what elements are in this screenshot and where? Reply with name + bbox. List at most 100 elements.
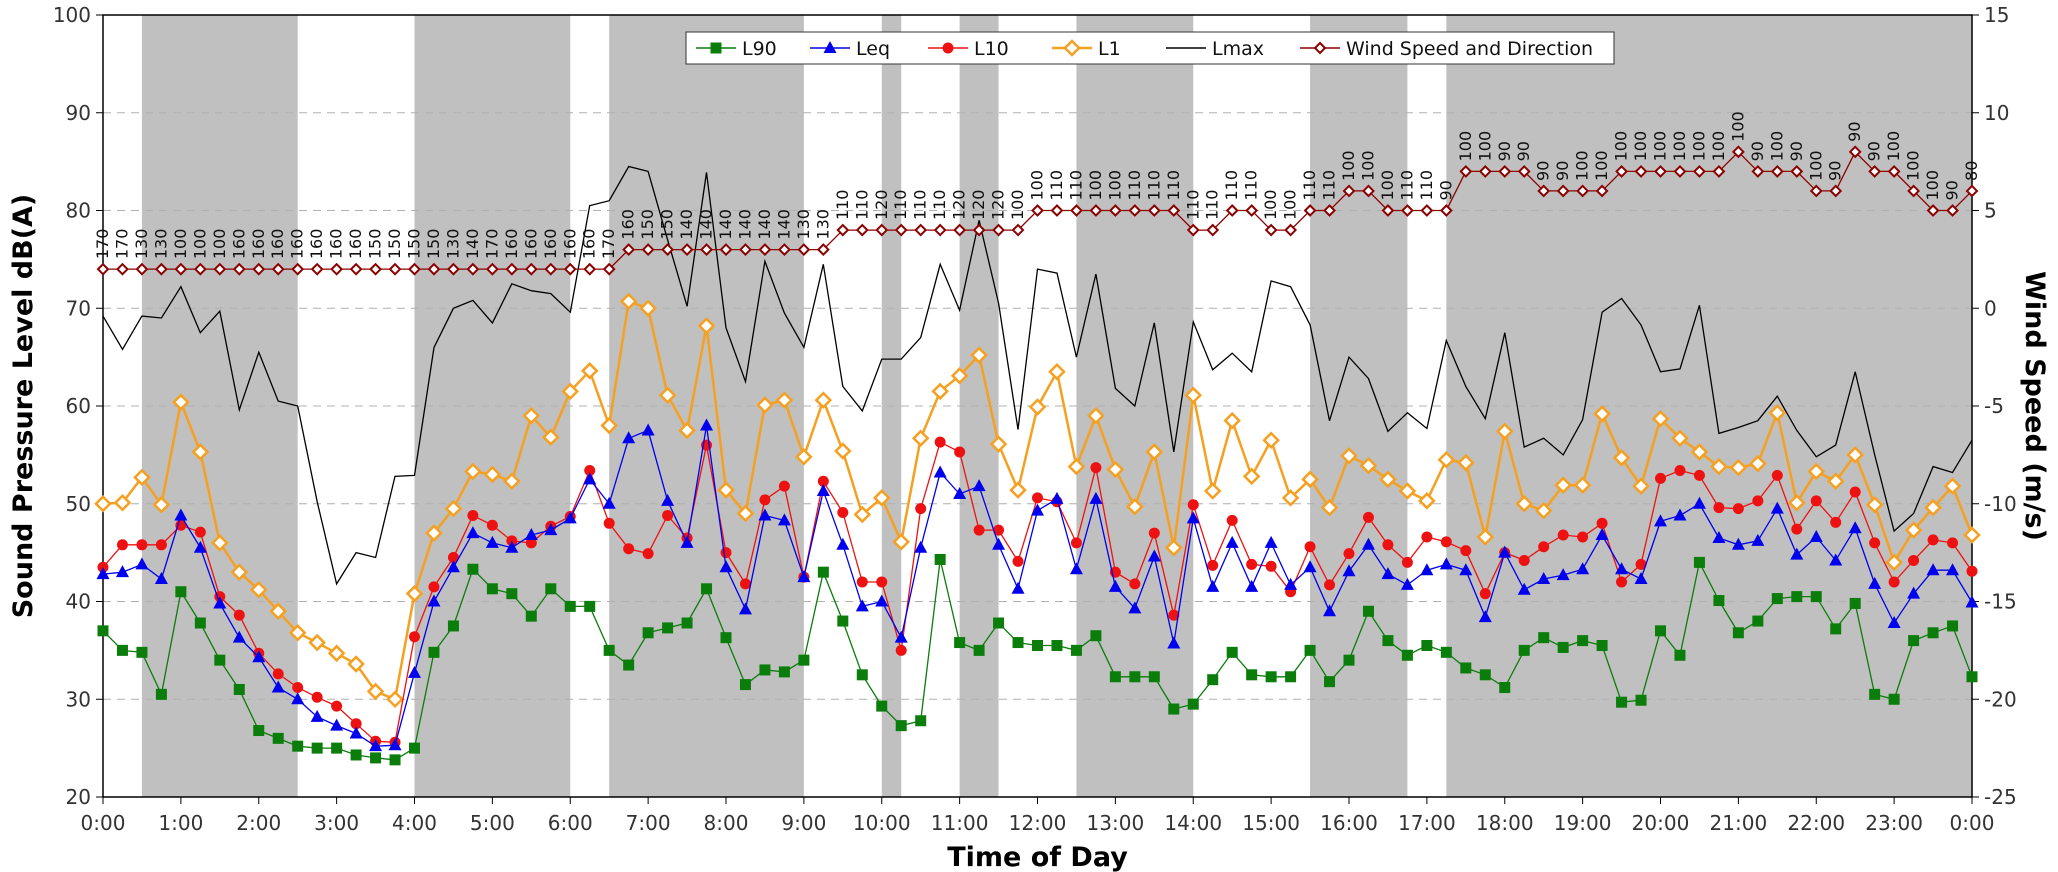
- l10-point: [778, 480, 790, 492]
- l90-point: [1460, 662, 1472, 674]
- y-tick-label: 80: [66, 199, 91, 223]
- wind-point: [1381, 204, 1395, 217]
- wind-point: [1595, 184, 1609, 198]
- wind-point: [641, 243, 655, 257]
- wind-direction-label: 120: [989, 190, 1008, 221]
- l90-point: [214, 654, 226, 666]
- wind-direction-label: 90: [1514, 141, 1533, 161]
- leq-point: [875, 594, 889, 607]
- wind-direction-label: 110: [1047, 170, 1066, 201]
- l10-point: [1810, 495, 1822, 507]
- wind-direction-label: 110: [911, 190, 930, 221]
- wind-point: [193, 262, 207, 276]
- l10-point: [1713, 502, 1725, 514]
- l90-point: [1752, 615, 1764, 627]
- l90-point: [1518, 644, 1530, 656]
- leq-point: [894, 630, 908, 643]
- l90-point: [1012, 637, 1024, 649]
- wind-point: [291, 262, 305, 276]
- l10-point: [155, 539, 167, 551]
- wind-direction-label: 90: [1865, 141, 1884, 161]
- l1-point: [366, 682, 385, 701]
- wind-point: [174, 262, 188, 276]
- wind-point: [816, 243, 830, 257]
- l10-point: [486, 519, 498, 531]
- leq-point: [96, 567, 110, 580]
- wind-point: [1712, 164, 1726, 178]
- l10-point: [233, 609, 245, 621]
- l1-point: [639, 299, 657, 318]
- wind-point: [875, 223, 889, 237]
- l90-point: [1187, 698, 1199, 710]
- leq-point: [193, 540, 207, 553]
- wind-point: [1673, 164, 1687, 178]
- l90-point: [1732, 627, 1744, 639]
- leq-point: [1498, 545, 1512, 558]
- wind-point: [661, 243, 675, 257]
- leq-point: [213, 596, 227, 609]
- x-axis-title: Time of Day: [947, 842, 1128, 872]
- leq-legend-marker: [823, 41, 837, 53]
- l1-point: [542, 428, 560, 447]
- y2-axis-title: Wind Speed (m/s): [2019, 271, 2050, 541]
- l90-legend-marker: [710, 42, 722, 54]
- wind-direction-label: 100: [1612, 131, 1631, 162]
- wind-point: [232, 262, 246, 276]
- leq-point: [1829, 553, 1843, 566]
- wind-point: [1108, 204, 1122, 217]
- l10-point: [934, 436, 946, 448]
- leq-point: [1615, 562, 1629, 575]
- l90-point: [1440, 646, 1452, 658]
- leq-point: [154, 572, 168, 585]
- wind-point: [154, 262, 168, 276]
- l90-point: [370, 752, 382, 764]
- l90-point: [1869, 688, 1881, 700]
- wind-point: [680, 243, 694, 257]
- l90-point: [311, 742, 323, 754]
- l1-point: [1885, 553, 1903, 572]
- l90-point: [720, 632, 732, 644]
- wind-point: [1615, 164, 1628, 178]
- x-tick-label: 20:00: [1632, 811, 1690, 835]
- l1-point: [133, 468, 151, 487]
- l1-point: [1418, 492, 1436, 510]
- wind-point: [1284, 223, 1298, 237]
- wind-point: [116, 262, 129, 276]
- x-tick-label: 18:00: [1476, 811, 1534, 835]
- l10-point: [1771, 469, 1783, 481]
- wind-point: [777, 243, 791, 257]
- leq-point: [271, 680, 285, 693]
- l10-point: [1401, 556, 1413, 568]
- l10-point: [915, 503, 927, 515]
- wind-direction-label: 100: [1923, 170, 1942, 201]
- l10-point: [993, 524, 1005, 536]
- l90-point: [233, 683, 245, 695]
- legend-item-l1: L1: [1052, 38, 1121, 60]
- l10-point: [1927, 534, 1939, 546]
- wind-direction-label: 100: [1592, 150, 1611, 181]
- x-axis-ticks: 0:00 1:00 2:00 3:00 4:00 5:00 6:00 7:00 8:00 9:00…: [81, 797, 1994, 835]
- wind-direction-label: 160: [249, 229, 268, 260]
- l90-point: [1421, 639, 1433, 651]
- wind-direction-label: 140: [755, 209, 774, 240]
- leq-point: [446, 560, 460, 573]
- wind-direction-label: 80: [1962, 161, 1981, 181]
- l90-point: [739, 679, 751, 691]
- leq-point: [1186, 511, 1200, 524]
- l90-point: [116, 644, 128, 656]
- wind-direction-label: 110: [1066, 170, 1085, 201]
- l1-point: [249, 581, 268, 599]
- wind-direction-label: 150: [366, 229, 385, 260]
- leq-point: [816, 484, 830, 497]
- leq-point: [1069, 562, 1083, 575]
- x-tick-label: 4:00: [392, 811, 437, 835]
- x-tick-label: 8:00: [704, 811, 749, 835]
- leq-point: [1031, 503, 1044, 516]
- wind-point: [1731, 145, 1745, 159]
- l90-point: [506, 588, 518, 600]
- l10-point: [856, 576, 868, 588]
- wind-point: [1323, 204, 1336, 217]
- l90-point: [1713, 595, 1725, 607]
- l90-point: [155, 688, 167, 700]
